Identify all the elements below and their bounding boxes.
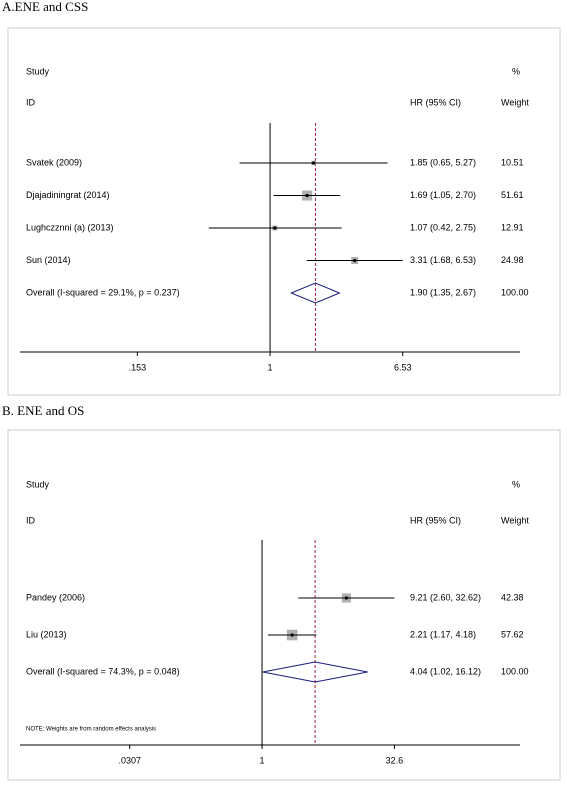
effect-label: 1.90 (1.35, 2.67) [410,287,476,297]
weight-label: 51.61 [501,190,524,200]
study-label: Liu (2013) [26,629,67,639]
note: NOTE: Weights are from random effects an… [26,727,156,733]
study-label: Pandey (2006) [26,592,85,602]
header-id: ID [26,515,36,525]
header-weight: Weight [501,515,529,525]
effect-label: 1.85 (0.65, 5.27) [410,157,476,167]
x-tick-label: 6.53 [394,362,412,372]
study-label: Lughczznni (a) (2013) [26,222,114,232]
panel-title: A.ENE and CSS [2,0,88,14]
weight-label: 100.00 [501,666,529,676]
header-effect: HR (95% CI) [410,97,461,107]
overall-label: Overall (I-squared = 74.3%, p = 0.048) [26,666,180,676]
header-pct: % [512,66,520,76]
x-tick-label: 32.6 [386,755,404,765]
study-label: Djajadiningrat (2014) [26,190,110,200]
effect-label: 3.31 (1.68, 6.53) [410,255,476,265]
overall-diamond [262,661,368,683]
header-study: Study [26,479,50,489]
effect-label: 1.07 (0.42, 2.75) [410,222,476,232]
point [344,596,348,600]
study-label: Sun (2014) [26,255,71,265]
point [290,633,294,637]
effect-label: 1.69 (1.05, 2.70) [410,190,476,200]
header-study: Study [26,66,50,76]
study-label: Svatek (2009) [26,157,82,167]
point [273,226,277,230]
overall-diamond [289,282,341,304]
panel-frame [7,429,561,781]
point [311,161,316,165]
header-pct: % [512,479,520,489]
weight-label: 100.00 [501,287,529,297]
weight-label: 57.62 [501,629,524,639]
header-id: ID [26,97,36,107]
weight-label: 42.38 [501,592,524,602]
effect-label: 2.21 (1.17, 4.18) [410,629,476,639]
x-tick-label: .0307 [118,755,141,765]
panel-title: B. ENE and OS [2,403,84,418]
x-tick-label: 1 [260,755,265,765]
header-weight: Weight [501,97,529,107]
point [353,258,357,263]
effect-label: 9.21 (2.60, 32.62) [410,592,481,602]
point [305,193,309,198]
weight-label: 10.51 [501,157,524,167]
weight-label: 12.91 [501,222,524,232]
x-tick-label: .153 [129,362,147,372]
panel-frame [7,27,561,396]
x-tick-label: 1 [268,362,273,372]
header-effect: HR (95% CI) [410,515,461,525]
overall-label: Overall (I-squared = 29.1%, p = 0.237) [26,287,180,297]
effect-label: 4.04 (1.02, 16.12) [410,666,481,676]
weight-label: 24.98 [501,255,524,265]
